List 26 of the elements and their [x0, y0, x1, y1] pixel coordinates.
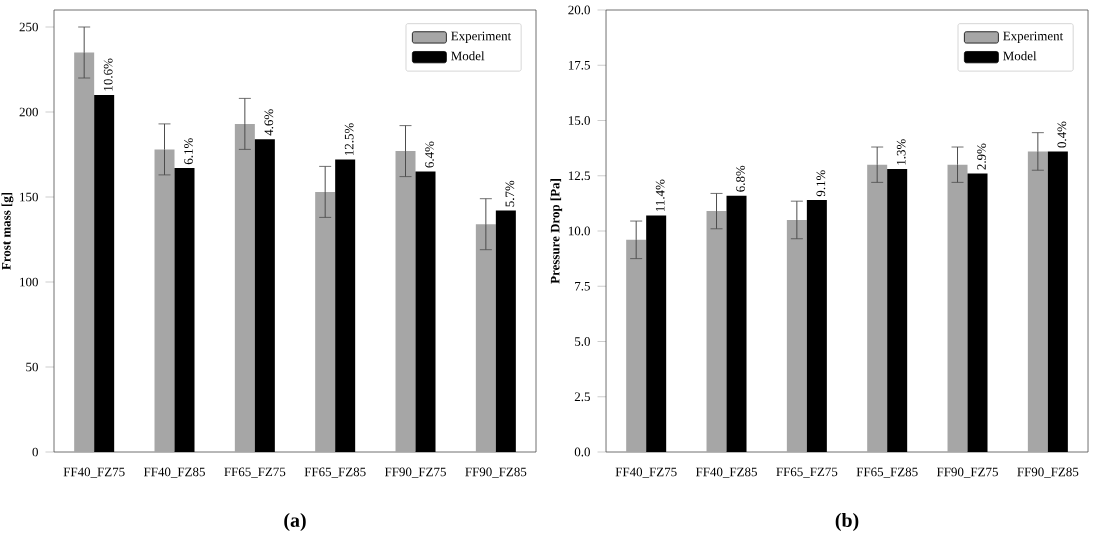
bar: [646, 215, 667, 452]
text: (a): [284, 512, 306, 532]
bar: [335, 159, 356, 452]
bar: [806, 200, 827, 452]
bar: [94, 95, 115, 452]
bar: [234, 123, 255, 452]
bar: [947, 164, 968, 452]
bar: [1047, 151, 1068, 452]
bar: [154, 149, 175, 452]
bar: [1027, 151, 1048, 452]
bar: [254, 139, 275, 452]
bar: [315, 191, 336, 452]
bar: [475, 224, 496, 452]
bar: [415, 171, 436, 452]
text: (b): [835, 512, 859, 532]
bar: [887, 169, 908, 452]
bar: [395, 151, 416, 452]
bar: [867, 164, 888, 452]
bar: [74, 52, 95, 452]
bar: [706, 211, 727, 452]
bar: [174, 168, 195, 452]
bar: [967, 173, 988, 452]
bar: [626, 239, 647, 452]
bar: [495, 210, 516, 452]
bar: [726, 195, 747, 452]
bar: [786, 219, 807, 452]
